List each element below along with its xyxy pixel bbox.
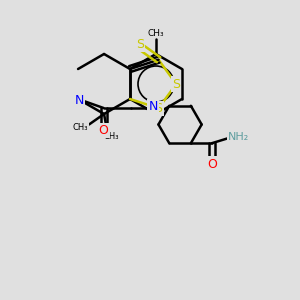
Text: S: S: [154, 102, 163, 115]
Text: NH₂: NH₂: [228, 132, 250, 142]
Text: O: O: [207, 158, 217, 171]
Text: S: S: [136, 38, 144, 51]
Text: N: N: [75, 94, 84, 107]
Text: S: S: [172, 77, 180, 91]
Text: O: O: [99, 124, 109, 137]
Text: N: N: [148, 100, 158, 113]
Text: CH₃: CH₃: [148, 28, 164, 38]
Text: CH₃: CH₃: [72, 123, 88, 132]
Text: CH₃: CH₃: [104, 132, 119, 141]
